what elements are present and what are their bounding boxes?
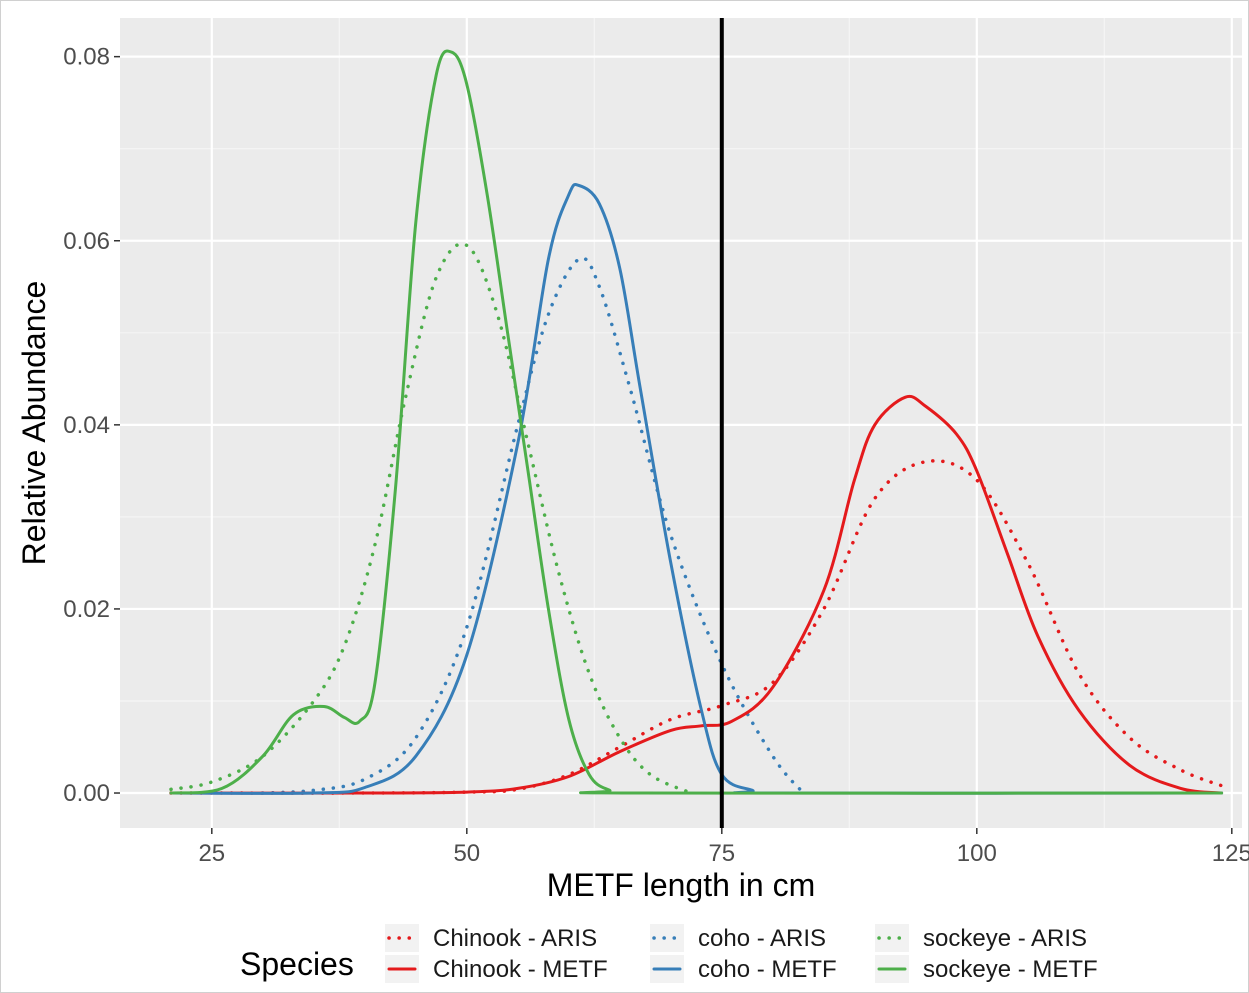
series-chinook-metf: [169, 394, 1224, 795]
x-tick-label: 50: [453, 840, 480, 867]
series-coho-aris: [261, 256, 806, 795]
x-tick-label: 125: [1212, 840, 1249, 867]
legend-label: sockeye - ARIS: [923, 925, 1087, 952]
y-tick-label: 0.00: [63, 780, 110, 807]
plot-panel: [120, 18, 1242, 828]
x-tick-label: 25: [198, 840, 225, 867]
y-axis-title: Relative Abundance: [16, 281, 52, 566]
x-tick-label: 100: [957, 840, 997, 867]
series-sockeye-metf: [169, 49, 1224, 795]
x-tick-label: 75: [708, 840, 735, 867]
y-tick-label: 0.06: [63, 228, 110, 255]
legend-label: coho - ARIS: [698, 925, 826, 952]
y-tick-label: 0.08: [63, 44, 110, 71]
legend: Species Chinook - ARIS coho - ARIS sockeye…: [240, 924, 1098, 983]
legend-label: sockeye - METF: [923, 956, 1098, 983]
series-layer: [169, 49, 1224, 795]
legend-label: Chinook - ARIS: [433, 925, 597, 952]
series-coho-metf: [169, 183, 1224, 795]
x-axis-title: METF length in cm: [547, 867, 816, 903]
series-sockeye-aris: [169, 242, 693, 795]
grid-lines: [120, 18, 1242, 828]
axes: 25 50 75 100 125 0.00 0.02 0.04 0.06 0.08: [63, 44, 1249, 867]
legend-label: coho - METF: [698, 956, 837, 983]
legend-label: Chinook - METF: [433, 956, 608, 983]
legend-title: Species: [240, 946, 354, 982]
y-tick-label: 0.02: [63, 596, 110, 623]
y-tick-label: 0.04: [63, 412, 110, 439]
